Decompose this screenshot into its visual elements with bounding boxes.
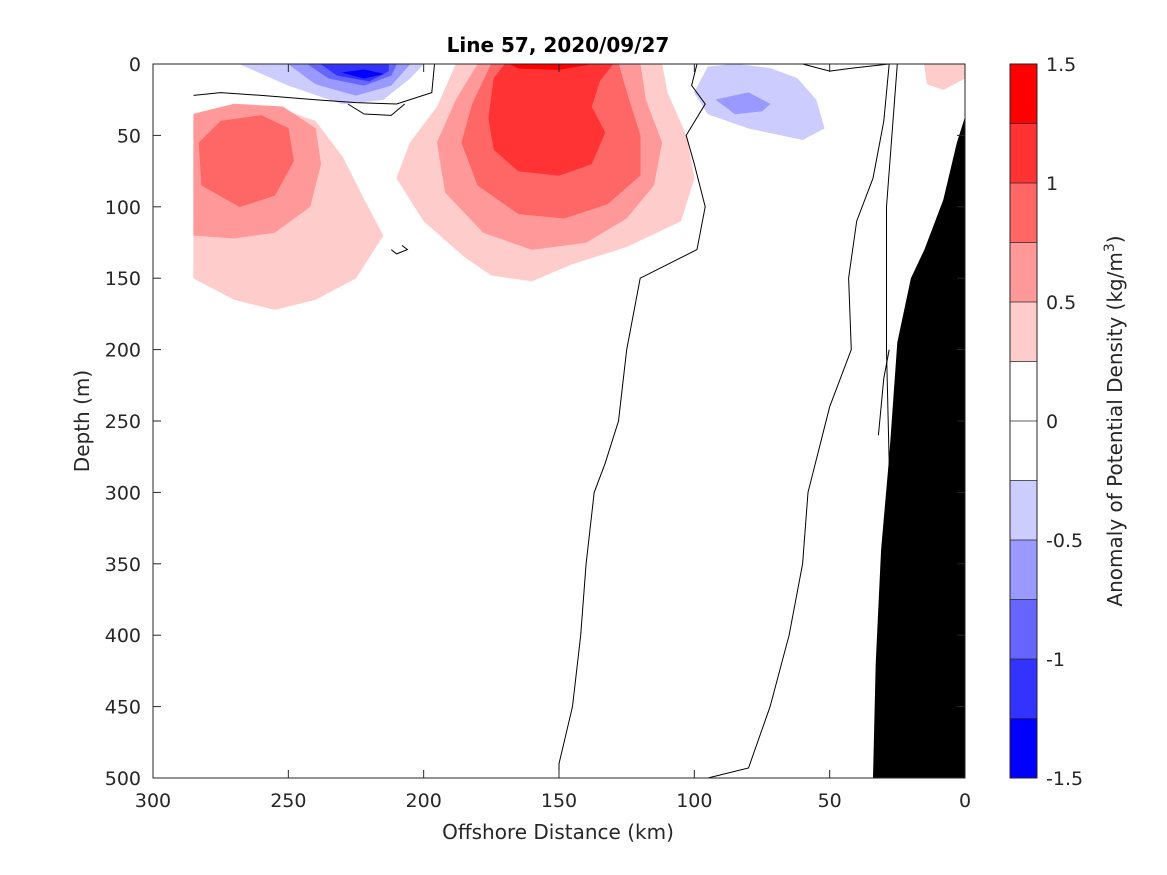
y-tick-label: 500 [105, 768, 141, 790]
zero-contour-1 [347, 103, 406, 116]
zero-contour-4 [707, 64, 890, 778]
chart-title: Line 57, 2020/09/27 [447, 33, 670, 57]
anomaly-region-6 [488, 64, 614, 176]
zero-contour-6 [877, 349, 890, 436]
colorbar-label: Anomaly of Potential Density (kg/m3) [1102, 235, 1127, 606]
y-tick-label: 450 [105, 697, 141, 719]
y-tick-label: 100 [105, 197, 141, 219]
colorbar-tick-label: 1 [1046, 173, 1058, 195]
anomaly-region-2 [198, 115, 294, 208]
anomaly-regions [193, 64, 965, 310]
x-tick-label: 150 [541, 790, 577, 812]
x-axis-label: Offshore Distance (km) [442, 820, 674, 844]
zero-contour-lines [193, 64, 898, 778]
y-tick-label: 350 [105, 554, 141, 576]
colorbar [1010, 63, 1037, 778]
zero-contour-0 [193, 64, 435, 105]
y-tick-label: 50 [117, 125, 141, 147]
y-tick-label: 0 [129, 54, 141, 76]
anomaly-region-15 [715, 92, 771, 115]
colorbar-level-5 [1010, 361, 1037, 421]
y-tick-label: 400 [105, 625, 141, 647]
colorbar-tick-label: 0.5 [1046, 292, 1076, 314]
colorbar-level-2 [1010, 183, 1037, 243]
colorbar-level-3 [1010, 242, 1037, 302]
colorbar-level-8 [1010, 540, 1037, 600]
colorbar-level-11 [1010, 718, 1037, 778]
zero-contour-3 [802, 64, 890, 72]
colorbar-level-9 [1010, 599, 1037, 659]
colorbar-level-1 [1010, 123, 1037, 183]
y-axis-label: Depth (m) [70, 370, 94, 472]
x-tick-label: 250 [270, 790, 306, 812]
x-axis-ticks: 300 250 200 150 100 50 0 [135, 64, 971, 812]
anomaly-region-8 [924, 64, 965, 90]
zero-contour-2 [558, 64, 706, 778]
colorbar-label-end: ) [1103, 235, 1127, 243]
y-tick-label: 300 [105, 482, 141, 504]
seafloor-mask [873, 116, 965, 778]
x-tick-label: 300 [135, 790, 171, 812]
y-tick-label: 200 [105, 340, 141, 362]
colorbar-ticks: 1.5 1 0.5 0 -0.5 -1 -1.5 [1046, 54, 1083, 790]
colorbar-tick-label: -1 [1046, 649, 1065, 671]
anomaly-region-13 [342, 69, 384, 79]
y-axis-ticks: 0 50 100 150 200 250 300 350 400 450 500 [105, 54, 965, 790]
x-tick-label: 50 [818, 790, 842, 812]
colorbar-level-4 [1010, 302, 1037, 362]
colorbar-level-0 [1010, 64, 1037, 124]
colorbar-tick-label: 1.5 [1046, 54, 1076, 76]
x-tick-label: 200 [406, 790, 442, 812]
zero-contour-7 [390, 245, 409, 255]
colorbar-level-6 [1010, 421, 1037, 481]
colorbar-frame [1009, 63, 1038, 779]
colorbar-tick-label: -1.5 [1046, 768, 1083, 790]
x-tick-label: 100 [676, 790, 712, 812]
colorbar-level-10 [1010, 659, 1037, 719]
x-tick-label: 0 [959, 790, 971, 812]
colorbar-tick-label: 0 [1046, 411, 1058, 433]
colorbar-tick-label: -0.5 [1046, 530, 1083, 552]
colorbar-label-main: Anomaly of Potential Density (kg/m [1103, 252, 1127, 606]
y-tick-label: 250 [105, 411, 141, 433]
seafloor-layer [873, 116, 965, 778]
colorbar-level-7 [1010, 480, 1037, 540]
y-tick-label: 150 [105, 268, 141, 290]
colorbar-label-superscript: 3 [1102, 243, 1118, 252]
